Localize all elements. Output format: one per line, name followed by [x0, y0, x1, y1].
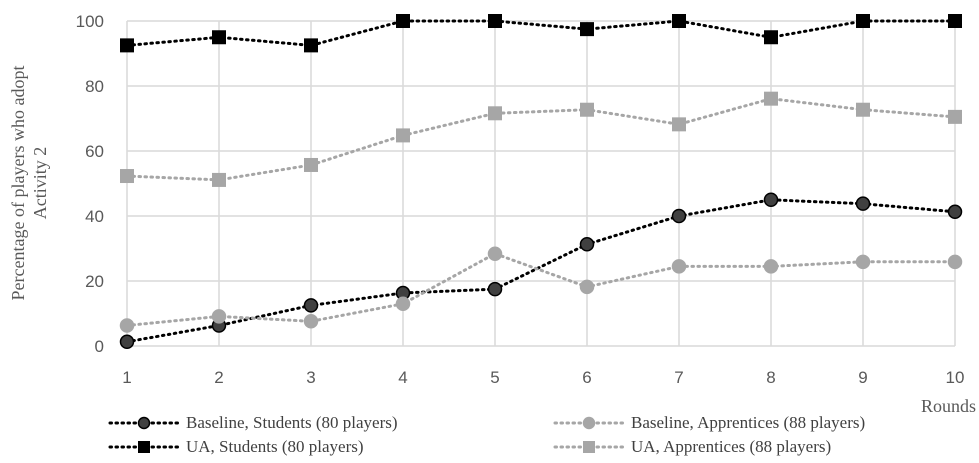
legend-item: Baseline, Students (80 players) [108, 413, 398, 432]
data-point [672, 117, 686, 132]
y-axis-ticks: 0 20 40 60 80 100 [76, 12, 104, 356]
data-point [487, 246, 503, 261]
legend-label: Baseline, Students (80 players) [186, 413, 398, 432]
data-point [671, 208, 687, 224]
data-point [580, 22, 594, 37]
data-point [304, 38, 318, 53]
data-point [395, 296, 411, 311]
data-point [579, 279, 595, 295]
y-axis-title: Percentage of players who adopt Activity … [8, 66, 50, 301]
y-tick-label: 0 [95, 337, 104, 356]
x-tick-label: 9 [858, 368, 867, 387]
data-point [303, 298, 319, 313]
x-tick-label: 7 [674, 368, 683, 387]
data-point [672, 14, 686, 28]
y-tick-label: 40 [85, 207, 104, 226]
x-tick-label: 10 [946, 368, 965, 387]
legend-item: UA, Students (80 players) [108, 437, 364, 456]
x-tick-label: 4 [398, 368, 407, 387]
data-point [855, 196, 871, 211]
data-point [119, 318, 135, 333]
data-point [947, 204, 963, 220]
grid [126, 20, 956, 347]
legend-item: UA, Apprentices (88 players) [553, 437, 831, 456]
y-tick-label: 60 [85, 142, 104, 161]
data-point [948, 109, 962, 124]
data-point [488, 14, 502, 28]
legend-swatch-marker [137, 416, 151, 430]
series-line [125, 252, 957, 327]
y-tick-label: 80 [85, 77, 104, 96]
series-line [125, 97, 957, 182]
x-tick-label: 2 [214, 368, 223, 387]
x-axis-title: Rounds [921, 396, 976, 416]
series-group [119, 246, 963, 333]
data-point [855, 254, 871, 270]
series-group [120, 14, 962, 53]
data-point [947, 254, 963, 270]
x-tick-label: 5 [490, 368, 499, 387]
series [119, 14, 963, 350]
series-group [120, 91, 962, 187]
legend-swatch-marker [583, 441, 595, 453]
x-axis-ticks: 1 2 3 4 5 6 7 8 9 10 [122, 368, 964, 387]
data-point [120, 169, 134, 184]
data-point [764, 91, 778, 106]
data-point [396, 14, 410, 28]
x-tick-label: 3 [306, 368, 315, 387]
legend: Baseline, Students (80 players) Baseline,… [108, 413, 865, 456]
x-tick-label: 6 [582, 368, 591, 387]
y-tick-label: 100 [76, 12, 104, 31]
data-point [303, 314, 319, 329]
series-group [119, 192, 963, 350]
data-point [304, 157, 318, 172]
legend-swatch-marker [582, 416, 596, 430]
legend-label: UA, Students (80 players) [186, 437, 364, 456]
legend-label: UA, Apprentices (88 players) [631, 437, 831, 456]
y-axis-title-line: Percentage of players who adopt [8, 66, 28, 301]
x-tick-label: 8 [766, 368, 775, 387]
data-point [396, 128, 410, 143]
x-tick-label: 1 [122, 368, 131, 387]
y-axis-title-line: Activity 2 [30, 147, 50, 220]
data-point [579, 237, 595, 252]
data-point [763, 259, 779, 274]
y-tick-label: 20 [85, 272, 104, 291]
data-point [764, 30, 778, 45]
data-point [212, 30, 226, 45]
legend-label: Baseline, Apprentices (88 players) [631, 413, 865, 432]
data-point [671, 259, 687, 274]
legend-swatch-marker [138, 441, 150, 453]
data-point [211, 309, 227, 324]
series-line [125, 19, 957, 47]
data-point [856, 14, 870, 28]
data-point [948, 14, 962, 28]
data-point [763, 192, 779, 207]
legend-item: Baseline, Apprentices (88 players) [553, 413, 865, 432]
data-point [580, 102, 594, 117]
data-point [119, 334, 135, 350]
data-point [856, 102, 870, 117]
data-point [488, 106, 502, 121]
data-point [487, 281, 503, 297]
data-point [212, 172, 226, 187]
data-point [120, 38, 134, 53]
series-line [125, 198, 957, 344]
